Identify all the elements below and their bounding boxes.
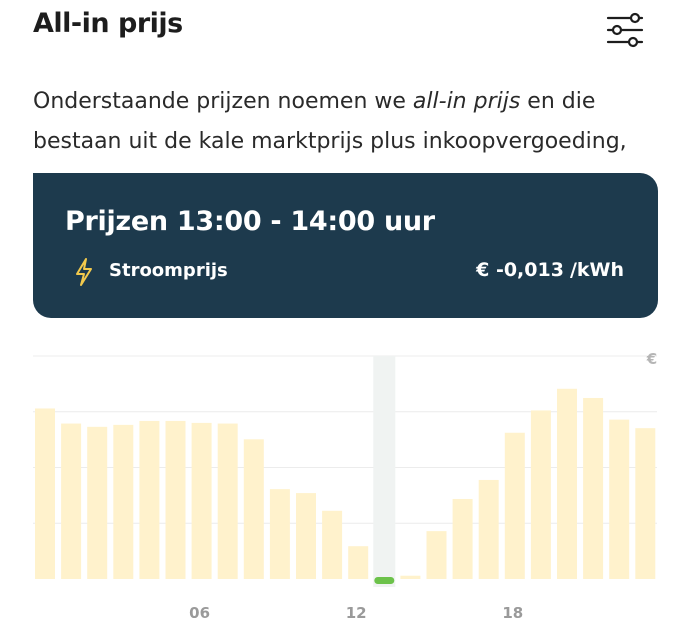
chart-bar[interactable]: [35, 408, 55, 579]
chart-bar[interactable]: [322, 510, 343, 579]
chart-bar[interactable]: [217, 423, 238, 579]
price-chart: 06 12 18 €: [33, 350, 657, 622]
chart-bar[interactable]: [269, 489, 290, 579]
chart-bar[interactable]: [504, 432, 525, 579]
y-unit-label: €: [646, 350, 657, 368]
chart-bar[interactable]: [139, 420, 160, 579]
chart-bar[interactable]: [609, 419, 630, 579]
tooltip-value: € -0,013/kWh: [476, 259, 624, 281]
lightning-icon: [76, 258, 92, 286]
chart-bar[interactable]: [165, 420, 186, 579]
tooltip-title: Prijzen 13:00 - 14:00 uur: [65, 206, 435, 237]
chart-bar[interactable]: [191, 422, 212, 579]
chart-bar[interactable]: [557, 388, 577, 579]
chart-bar[interactable]: [452, 498, 473, 579]
chart-bar[interactable]: [61, 423, 82, 579]
chart-bar[interactable]: [426, 531, 447, 579]
filter-button[interactable]: [604, 10, 646, 50]
chart-bar[interactable]: [530, 410, 551, 579]
chart-bar-selected[interactable]: [374, 577, 395, 584]
chart-bar[interactable]: [635, 428, 656, 579]
chart-bar[interactable]: [296, 493, 316, 579]
page-title: All-in prijs: [33, 8, 183, 39]
x-tick-label: 18: [502, 604, 523, 622]
price-tooltip: Prijzen 13:00 - 14:00 uur Stroomprijs € …: [33, 173, 658, 318]
selected-hour-column: [373, 356, 396, 587]
chart-bar[interactable]: [348, 546, 369, 579]
x-tick-label: 12: [346, 604, 367, 622]
chart-bar[interactable]: [583, 397, 604, 579]
sliders-icon: [606, 12, 644, 48]
chart-bar[interactable]: [113, 424, 134, 579]
chart-bar[interactable]: [478, 479, 499, 579]
chart-bar[interactable]: [400, 575, 421, 579]
x-tick-label: 06: [189, 604, 210, 622]
tooltip-label: Stroomprijs: [109, 260, 228, 281]
chart-bar[interactable]: [243, 439, 264, 579]
chart-bar[interactable]: [87, 426, 108, 579]
intro-text: Onderstaande prijzen noemen we all-in pr…: [33, 89, 627, 154]
